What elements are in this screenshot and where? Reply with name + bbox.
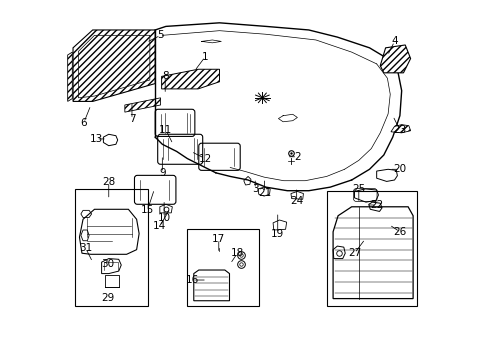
Text: 31: 31 <box>79 243 92 253</box>
Text: 13: 13 <box>89 134 102 144</box>
Bar <box>187 229 258 306</box>
Text: 18: 18 <box>230 248 244 258</box>
Polygon shape <box>162 69 219 89</box>
Polygon shape <box>80 209 139 254</box>
Text: 23: 23 <box>392 125 406 135</box>
Text: 19: 19 <box>270 229 284 239</box>
Polygon shape <box>124 98 160 112</box>
Polygon shape <box>193 270 229 301</box>
Text: 2: 2 <box>293 152 300 162</box>
Text: 5: 5 <box>157 30 163 40</box>
Text: 9: 9 <box>159 168 165 178</box>
Polygon shape <box>332 207 412 298</box>
Polygon shape <box>380 45 410 73</box>
Text: 22: 22 <box>369 200 383 210</box>
Text: 8: 8 <box>162 71 168 81</box>
Text: 11: 11 <box>159 125 172 135</box>
Text: 27: 27 <box>347 248 361 258</box>
Text: 1: 1 <box>202 52 208 62</box>
Text: 26: 26 <box>392 227 406 237</box>
Text: 16: 16 <box>186 275 199 285</box>
Text: 20: 20 <box>392 164 406 174</box>
Text: 28: 28 <box>102 177 115 187</box>
Bar <box>326 192 416 306</box>
Polygon shape <box>73 30 155 102</box>
Polygon shape <box>390 125 410 133</box>
Text: 17: 17 <box>212 234 225 244</box>
Text: 30: 30 <box>102 259 114 269</box>
Text: 12: 12 <box>198 154 211 163</box>
Text: 3: 3 <box>251 184 258 194</box>
Bar <box>75 189 148 306</box>
Text: 7: 7 <box>128 114 135 124</box>
Polygon shape <box>78 35 149 98</box>
Text: 14: 14 <box>153 221 166 231</box>
Text: 15: 15 <box>141 205 154 215</box>
Polygon shape <box>67 52 72 102</box>
Text: 10: 10 <box>157 212 170 222</box>
Text: 29: 29 <box>101 293 114 303</box>
Text: 21: 21 <box>257 188 270 198</box>
Text: 6: 6 <box>80 118 87 128</box>
Text: 25: 25 <box>351 184 365 194</box>
Text: 4: 4 <box>390 36 397 46</box>
Text: 24: 24 <box>289 197 303 206</box>
